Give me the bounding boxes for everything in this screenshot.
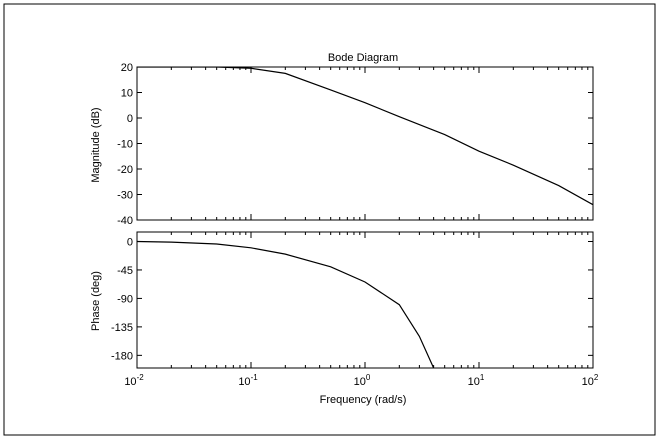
- frequency-x-tick-label: 101: [468, 373, 485, 388]
- magnitude-y-tick-label: -40: [117, 215, 133, 227]
- magnitude-response-line: [137, 67, 593, 206]
- magnitude-axis-label: Magnitude (dB): [90, 107, 102, 182]
- magnitude-y-tick-label: 20: [121, 62, 133, 74]
- phase-axes-box: [136, 231, 594, 369]
- chart-title: Bode Diagram: [328, 52, 398, 64]
- x-tick-base: 10: [582, 376, 594, 388]
- x-tick-base: 10: [354, 376, 366, 388]
- phase-axis-label: Phase (deg): [90, 271, 102, 331]
- x-tick-base: 10: [124, 376, 136, 388]
- x-tick-base: 10: [468, 376, 480, 388]
- magnitude-y-tick-label: 10: [121, 88, 133, 100]
- magnitude-y-tick-label: 0: [127, 113, 133, 125]
- magnitude-y-tick-label: -30: [117, 190, 133, 202]
- frequency-x-tick-label: 102: [582, 373, 599, 388]
- x-tick-exponent: -2: [137, 373, 145, 382]
- x-tick-exponent: 0: [366, 373, 371, 382]
- figure-frame: [3, 3, 656, 436]
- phase-response-line: [137, 240, 435, 368]
- frequency-axis-label: Frequency (rad/s): [320, 394, 407, 406]
- frequency-x-tick-label: 100: [354, 373, 371, 388]
- magnitude-y-tick-label: -20: [117, 164, 133, 176]
- phase-y-tick-label: -135: [111, 322, 133, 334]
- phase-y-tick-label: -90: [117, 293, 133, 305]
- x-tick-base: 10: [238, 376, 250, 388]
- x-tick-exponent: 2: [594, 373, 599, 382]
- x-tick-exponent: 1: [480, 373, 485, 382]
- magnitude-axes: 20 10 0 -10 -20 -30 -40: [117, 62, 594, 227]
- magnitude-y-tick-label: -10: [117, 139, 133, 151]
- phase-y-tick-label: -45: [117, 265, 133, 277]
- magnitude-axes-box: [136, 66, 594, 221]
- frequency-x-tick-label: 10-1: [238, 373, 258, 388]
- frequency-x-tick-label: 10-2: [124, 373, 144, 388]
- phase-y-tick-label: -180: [111, 350, 133, 362]
- x-tick-exponent: -1: [251, 373, 259, 382]
- phase-y-tick-label: 0: [127, 236, 133, 248]
